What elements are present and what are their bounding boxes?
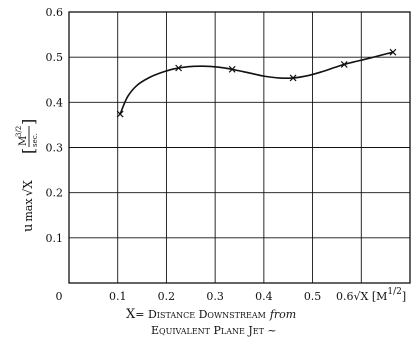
data-point-marker xyxy=(228,65,236,73)
x-tick-label: 0.4 xyxy=(255,290,273,303)
y-axis-label-root: √X xyxy=(21,180,35,197)
y-axis-unit-exp: 3/2 xyxy=(15,126,23,137)
series-markers xyxy=(116,48,397,118)
x-tick-label: 0.2 xyxy=(158,290,176,303)
x-tick-end-label: 0.6√X [M1/2] xyxy=(336,287,406,303)
y-axis-label-text: u max√X xyxy=(21,180,36,232)
x-axis-label-distance: = Distance Downstream xyxy=(135,308,266,321)
y-tick-label: 0.6 xyxy=(46,6,64,19)
data-point-marker xyxy=(389,48,397,56)
data-point-marker xyxy=(175,64,183,72)
y-tick-label: 0.3 xyxy=(46,142,64,155)
x-axis-ticks: 0 0.1 0.2 0.3 0.4 0.5 xyxy=(56,290,322,303)
x-tick-label: 0.3 xyxy=(206,290,224,303)
y-tick-label: 0.1 xyxy=(46,232,64,245)
x-tick-end-bracket: ] xyxy=(402,290,406,303)
data-point-marker xyxy=(340,60,348,68)
y-axis-label-max: max xyxy=(22,198,35,222)
x-axis-label-line1: X= Distance Downstream from xyxy=(126,307,296,322)
data-point-marker xyxy=(116,110,124,118)
y-axis-unit-open: [ xyxy=(19,148,38,154)
y-tick-label: 0.5 xyxy=(46,51,64,64)
y-axis-label: u max√X [ M 3/2 sec. ] xyxy=(15,119,39,232)
x-tick-label: 0.5 xyxy=(304,290,322,303)
x-axis-label-x: X xyxy=(126,307,136,322)
x-tick-end-exponent: 1/2 xyxy=(387,287,401,297)
y-tick-label: 0.4 xyxy=(46,96,64,109)
y-axis-label-u: u xyxy=(21,224,36,232)
x-axis-label-line2: Equivalent Plane Jet ~ xyxy=(151,324,277,337)
y-axis-ticks: 0.1 0.2 0.3 0.4 0.5 0.6 xyxy=(46,6,64,245)
x-tick-label: 0.1 xyxy=(109,290,127,303)
y-axis-unit-den: sec. xyxy=(31,133,39,147)
grid xyxy=(69,12,410,283)
y-tick-label: 0.2 xyxy=(46,187,64,200)
series-curve xyxy=(119,51,394,115)
x-tick-end-text: 0.6√X [M xyxy=(336,290,387,303)
x-tick-label: 0 xyxy=(56,290,63,303)
y-axis-unit-close: ] xyxy=(19,119,38,125)
y-axis-unit-num: M xyxy=(18,136,29,146)
data-point-marker xyxy=(289,74,297,82)
x-axis-label-from: from xyxy=(269,308,296,321)
